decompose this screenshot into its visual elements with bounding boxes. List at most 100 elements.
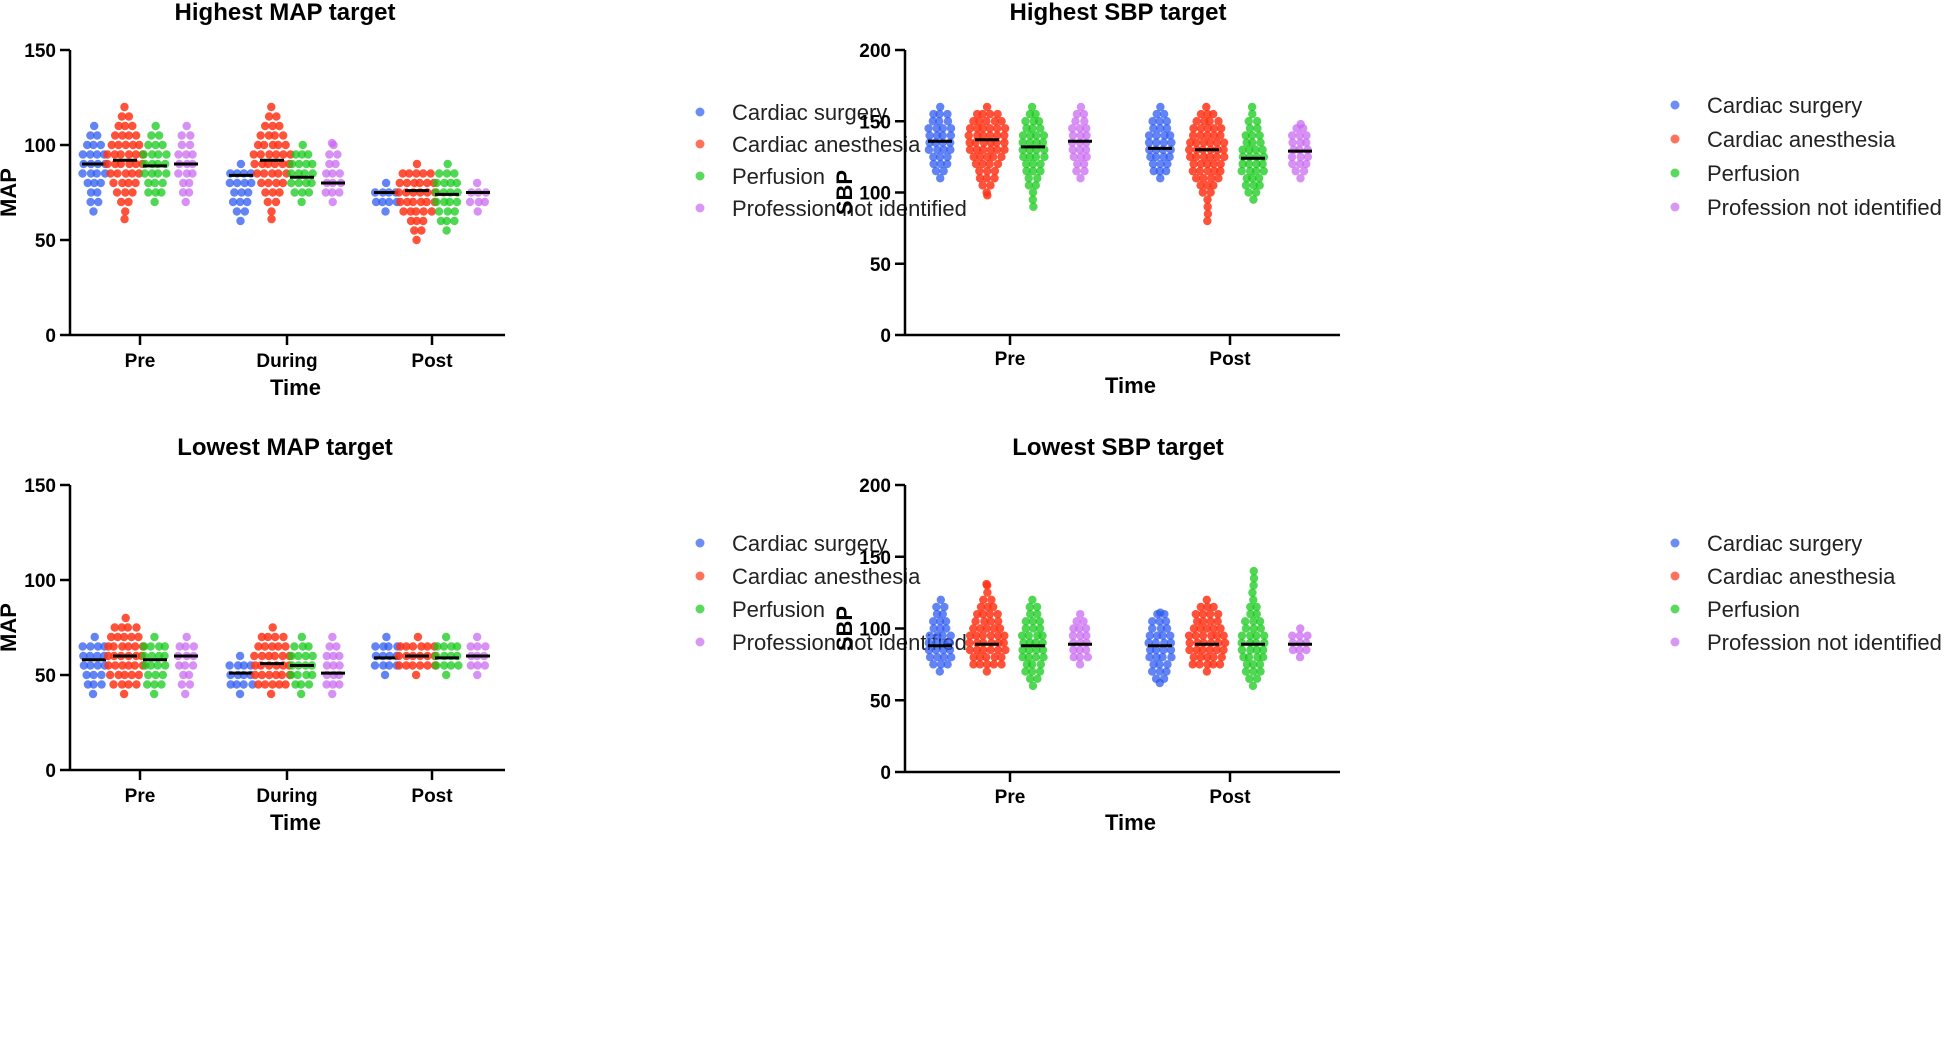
data-point [936,159,945,169]
data-point [1072,109,1082,119]
data-point [981,653,991,662]
data-point [96,178,105,188]
data-point [1038,645,1048,655]
data-point [1248,109,1257,119]
data-point [1214,174,1223,183]
data-point [1206,188,1215,197]
data-point [117,623,127,632]
data-point [971,617,980,626]
data-point [1247,102,1257,112]
data-point [154,131,164,140]
data-point [181,642,190,651]
data-point [985,131,995,140]
data-point [1149,166,1158,176]
data-point [302,670,311,680]
x-tick-label: Pre [995,787,1026,808]
data-point [481,642,490,651]
data-point [294,178,303,188]
data-point [1027,102,1037,112]
data-point [989,660,999,669]
data-point [82,670,91,680]
data-point [290,188,299,197]
data-point [1036,660,1046,669]
data-point [1209,131,1219,140]
data-point [384,661,394,670]
data-point [1025,602,1035,612]
data-point [178,188,188,197]
data-point [270,131,279,140]
data-point [109,178,118,188]
data-point [281,140,290,150]
data-point [941,617,951,626]
data-point [931,645,940,655]
data-point [117,680,127,689]
data-point [982,102,992,112]
x-tick-label: Pre [125,786,156,807]
data-point [1249,624,1258,633]
chart-title: Lowest SBP target [1012,434,1224,461]
data-point [1021,667,1030,676]
data-point [235,651,245,661]
data-point [158,140,167,150]
data-point [1295,645,1304,655]
data-point [446,661,456,670]
data-point [1219,645,1228,655]
data-point [1195,660,1204,669]
data-point [993,631,1003,640]
data-point [264,131,274,140]
data-point [185,140,195,150]
data-point [1076,609,1085,619]
data-point [104,661,113,670]
data-point [925,131,934,140]
data-point [264,112,274,121]
data-point [131,159,141,169]
data-point [986,145,996,154]
data-point [1027,660,1037,669]
data-point [125,159,134,169]
data-point [1209,159,1218,169]
legend-label: Cardiac anesthesia [732,564,921,589]
x-axis-label: Time [1105,810,1156,835]
data-point [114,670,123,680]
data-point [1196,159,1206,169]
data-point [1031,653,1041,662]
data-point [1031,152,1041,162]
data-point [982,660,992,669]
data-point [939,166,948,176]
data-point [301,651,310,661]
chart-panel: Lowest SBP target 0 50 100 150 200 SBP Pre Post T… [832,434,1942,835]
data-point [1069,624,1078,633]
data-point [89,670,98,680]
data-point [177,680,187,689]
data-point [325,642,334,651]
data-point [473,207,482,216]
data-point [237,188,246,197]
data-point [149,689,159,699]
data-point [965,138,974,147]
data-point [1256,667,1265,676]
data-point [1255,660,1265,669]
data-point [1213,609,1223,619]
data-point [1040,152,1049,162]
data-point [188,661,198,670]
data-point [411,670,421,680]
data-point [307,670,317,680]
data-point [174,150,183,159]
data-point [147,150,157,159]
data-point [257,178,266,188]
y-tick-label: 50 [870,691,891,712]
data-point [1202,667,1212,676]
data-point [928,617,938,626]
data-point [1302,138,1311,147]
data-point [1199,138,1208,147]
data-point [278,131,288,140]
legend-marker [695,203,705,213]
legend-label: Perfusion [1707,597,1800,622]
data-point [412,169,421,178]
data-point [162,150,171,159]
data-point [946,653,956,662]
data-point [454,661,463,670]
x-tick-label: Post [411,351,453,372]
data-point [993,609,1002,619]
